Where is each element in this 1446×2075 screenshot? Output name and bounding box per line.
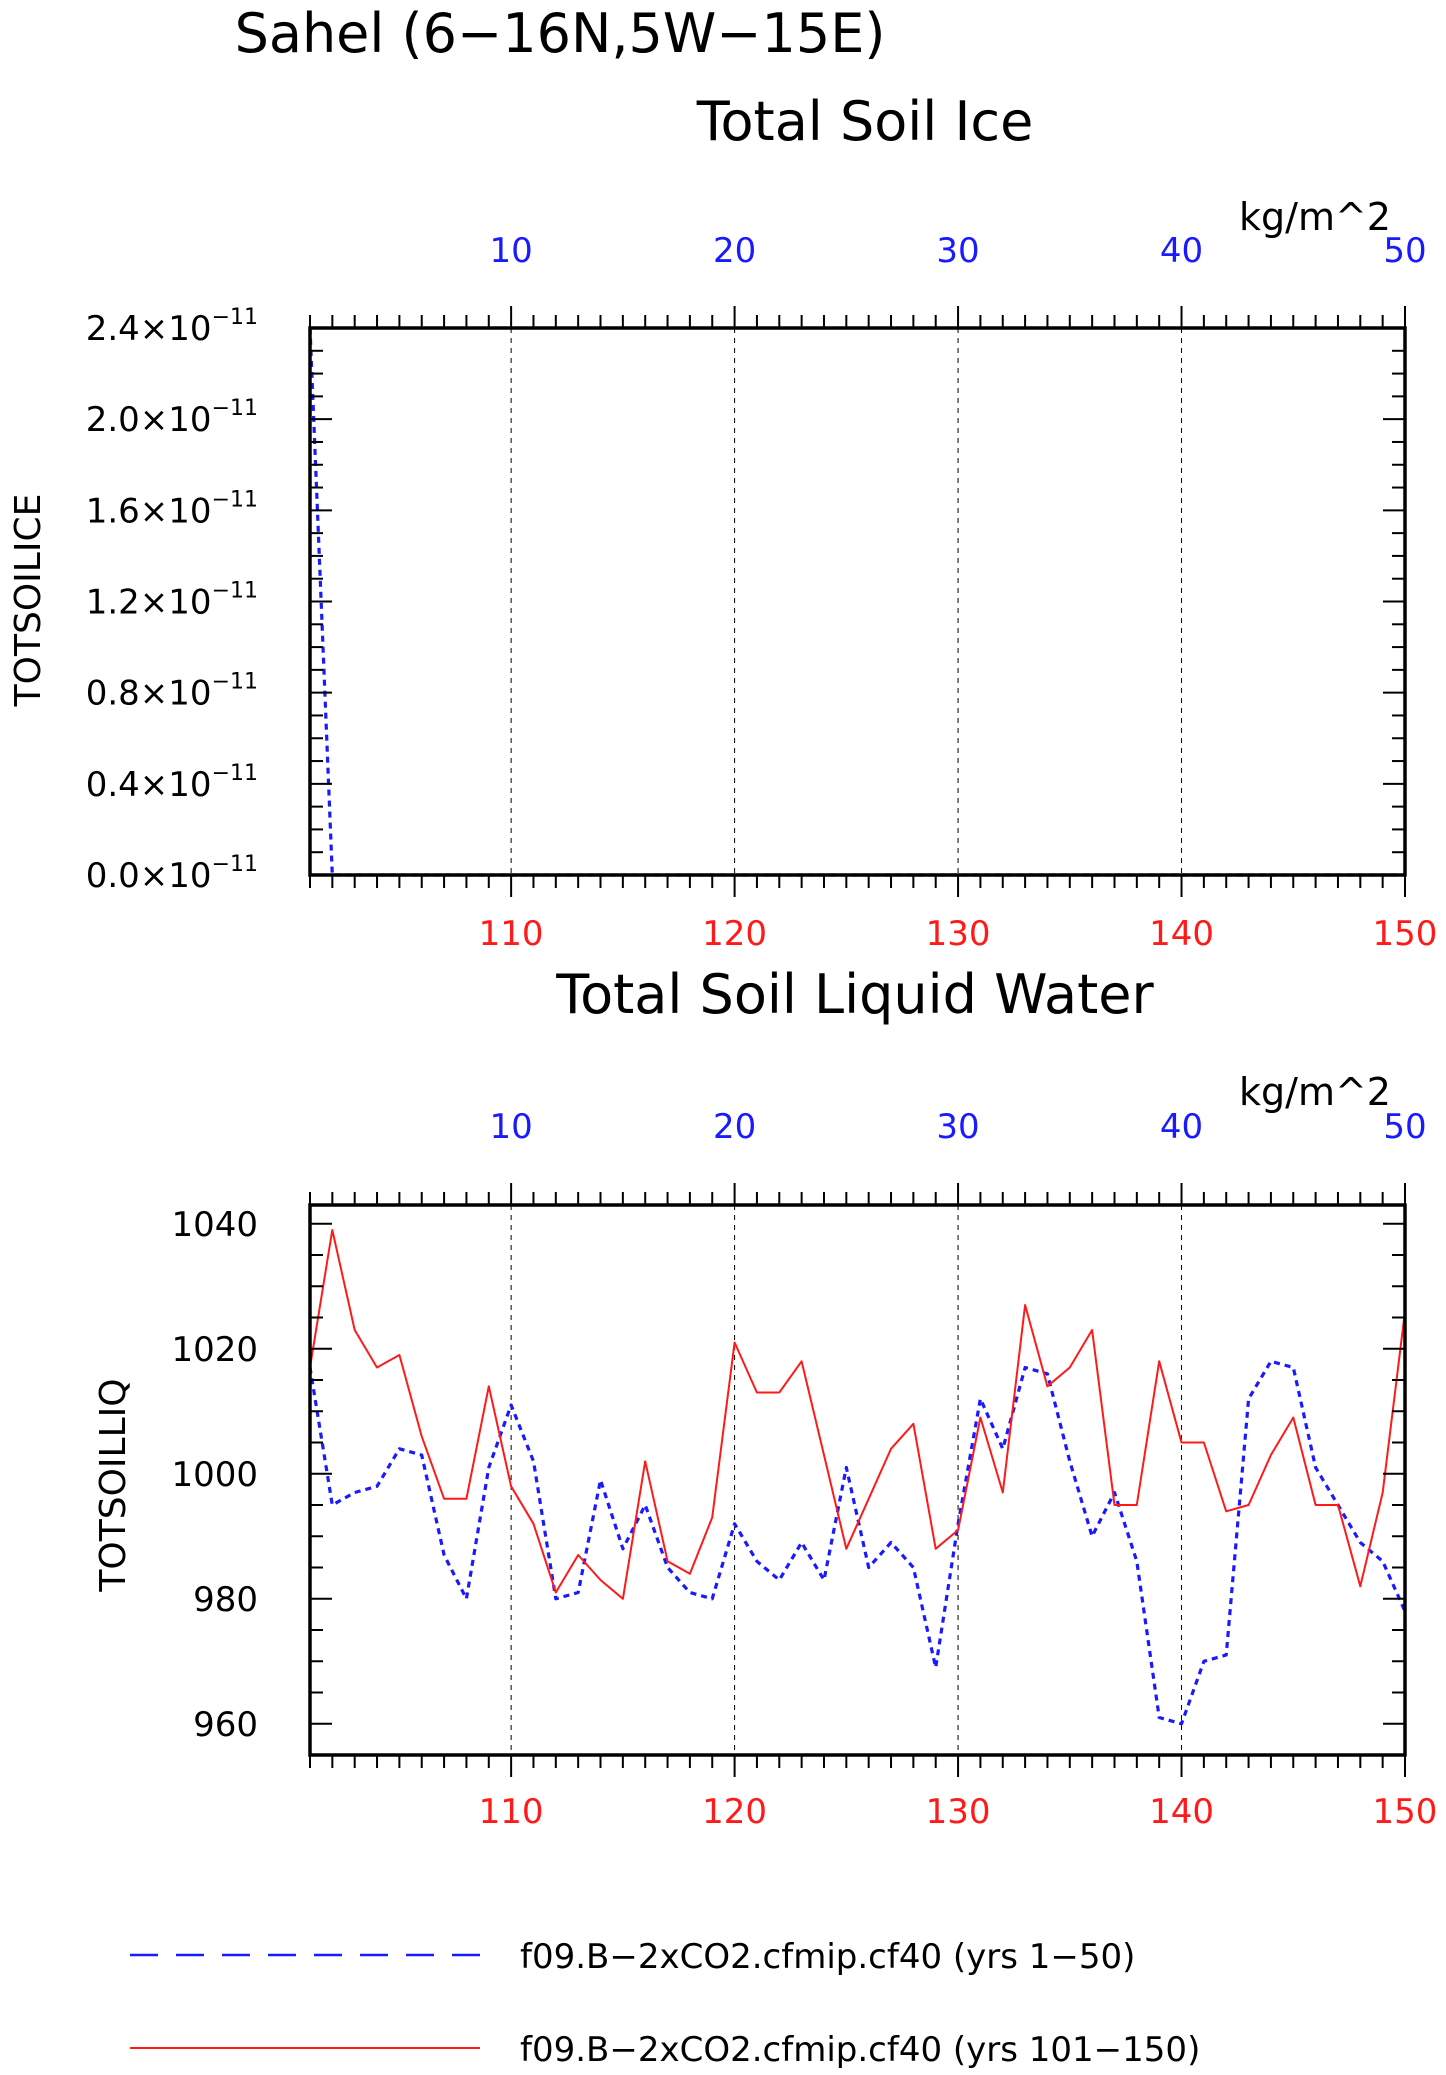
units-label: kg/m^2 <box>1239 195 1391 239</box>
legend-label: f09.B−2xCO2.cfmip.cf40 (yrs 101−150) <box>520 2030 1200 2070</box>
x-top-tick-label: 10 <box>489 1107 532 1147</box>
series-line-yrs-1-50 <box>308 327 1405 877</box>
x-bottom-tick-label: 140 <box>1149 1792 1214 1832</box>
y-tick-label: 1000 <box>171 1455 258 1495</box>
legend: f09.B−2xCO2.cfmip.cf40 (yrs 1−50) f09.B−… <box>130 1937 1200 2070</box>
y-axis-label: TOTSOILICE <box>8 494 49 708</box>
x-bottom-tick-label: 150 <box>1373 1792 1438 1832</box>
x-top-tick-label: 50 <box>1383 231 1426 271</box>
series-line-yrs-1-50 <box>308 1359 1407 1726</box>
y-tick-label: 0.8×10−11 <box>86 670 258 714</box>
x-top-tick-label: 30 <box>936 1107 979 1147</box>
y-tick-label: 2.4×10−11 <box>86 305 258 349</box>
x-bottom-tick-label: 130 <box>926 1792 991 1832</box>
x-bottom-tick-label: 120 <box>702 1792 767 1832</box>
y-tick-label: 1020 <box>171 1330 258 1370</box>
x-top-tick-label: 40 <box>1160 231 1203 271</box>
figure-title: Sahel (6−16N,5W−15E) <box>235 2 886 65</box>
x-bottom-tick-label: 110 <box>479 914 544 954</box>
panel-title: Total Soil Liquid Water <box>555 963 1154 1026</box>
y-tick-label: 960 <box>193 1705 258 1745</box>
y-tick-label: 1.6×10−11 <box>86 487 258 531</box>
series-line-yrs-101-150 <box>309 1229 1406 1600</box>
units-label: kg/m^2 <box>1239 1070 1391 1114</box>
y-tick-label: 0.0×10−11 <box>86 852 258 896</box>
panel-total-soil-liquid-water: Total Soil Liquid Water kg/m^2 TOTSOILLI… <box>93 963 1437 1832</box>
x-bottom-tick-label: 120 <box>702 914 767 954</box>
x-bottom-tick-label: 150 <box>1373 914 1438 954</box>
y-tick-label: 980 <box>193 1580 258 1620</box>
y-tick-label: 1.2×10−11 <box>86 579 258 623</box>
x-top-tick-label: 10 <box>489 231 532 271</box>
y-tick-label: 2.0×10−11 <box>86 396 258 440</box>
plot-frame <box>308 326 1407 877</box>
y-axis-label: TOTSOILLIQ <box>93 1378 134 1592</box>
y-tick-label: 1040 <box>171 1205 258 1245</box>
panel-total-soil-ice: Total Soil Ice kg/m^2 TOTSOILICE 10 20 30 4… <box>8 90 1437 954</box>
x-top-tick-label: 30 <box>936 231 979 271</box>
x-top-tick-label: 40 <box>1160 1107 1203 1147</box>
x-bottom-tick-label: 130 <box>926 914 991 954</box>
x-top-tick-label: 20 <box>713 1107 756 1147</box>
plot-frame <box>308 1203 1407 1757</box>
panel-title: Total Soil Ice <box>696 90 1034 153</box>
y-tick-label: 0.4×10−11 <box>86 761 258 805</box>
x-bottom-tick-label: 140 <box>1149 914 1214 954</box>
legend-label: f09.B−2xCO2.cfmip.cf40 (yrs 1−50) <box>520 1937 1135 1977</box>
x-bottom-tick-label: 110 <box>479 1792 544 1832</box>
x-top-tick-label: 50 <box>1383 1107 1426 1147</box>
x-top-tick-label: 20 <box>713 231 756 271</box>
